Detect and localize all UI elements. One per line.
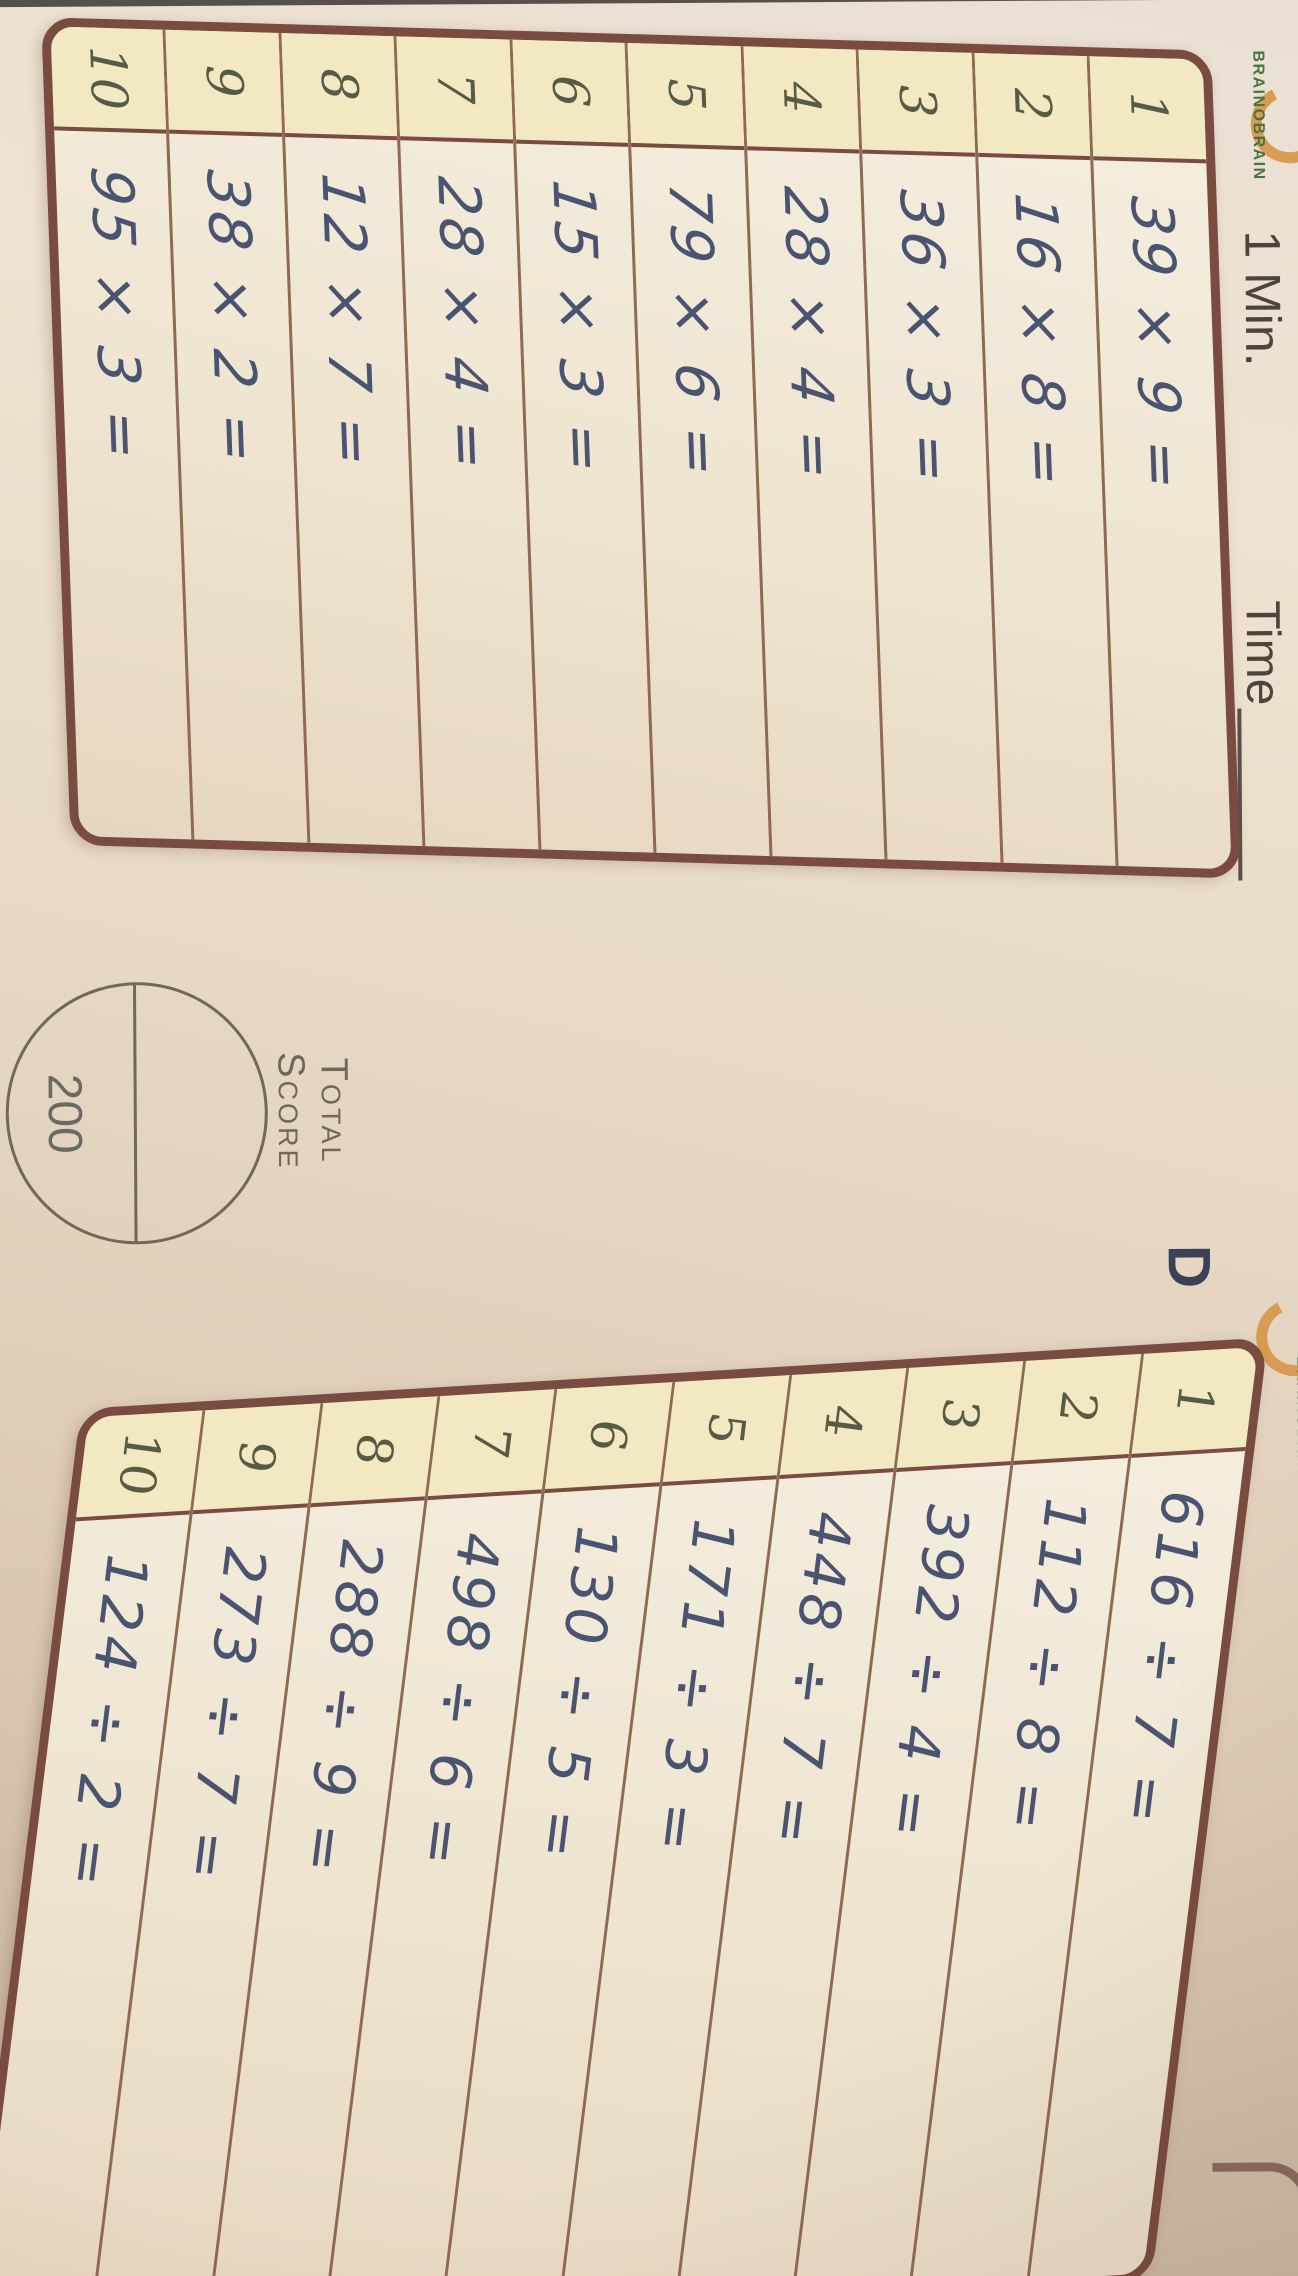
row-number: 10 — [75, 1410, 203, 1522]
score-divider-line — [132, 984, 138, 1243]
multiplication-rows: 1 39 × 9 = 2 16 × 8 = 3 36 × 3 = 4 28 × 4 = 5 79 … — [50, 26, 1232, 870]
row-number: 1 — [1130, 1346, 1259, 1458]
time-field: Time — [1235, 600, 1292, 881]
row-number: 2 — [1013, 1353, 1141, 1465]
row-number: 1 — [1090, 56, 1207, 164]
division-rows: 1 616 ÷ 7 = 2 112 ÷ 8 = 3 392 ÷ 4 = 4 448 ÷ 7 =… — [0, 1346, 1259, 2276]
row-problem: 39 × 9 = — [1117, 193, 1197, 498]
brand-text-2: BRAINOBRAIN — [1293, 1356, 1298, 1487]
adjacent-box-corner — [1212, 2162, 1298, 2276]
time-label: Time — [1235, 600, 1290, 706]
total-score-label-line2: Score — [269, 1052, 313, 1171]
row-number: 8 — [281, 33, 398, 141]
row-number: 8 — [310, 1396, 438, 1508]
duration-label: 1 Min. — [1234, 230, 1292, 367]
row-number: 6 — [544, 1382, 672, 1494]
row-number: 9 — [192, 1403, 321, 1515]
row-number: 3 — [859, 49, 976, 157]
row-number: 3 — [896, 1361, 1024, 1472]
row-number: 4 — [779, 1368, 907, 1480]
row-number: 9 — [165, 29, 283, 137]
row-number: 7 — [427, 1389, 555, 1501]
brand-text: BRAINOBRAIN — [1249, 50, 1268, 181]
section-label-d: D — [1155, 1244, 1223, 1289]
row-number: 10 — [50, 26, 167, 134]
total-score-label: Total Score — [269, 1006, 355, 1217]
multiplication-table: 1 39 × 9 = 2 16 × 8 = 3 36 × 3 = 4 28 × 4 = 5 79 … — [41, 17, 1241, 879]
total-score-circle: 200 — [4, 981, 269, 1246]
row-number: 2 — [974, 52, 1091, 161]
score-max-value: 200 — [37, 1073, 92, 1154]
division-table: 1 616 ÷ 7 = 2 112 ÷ 8 = 3 392 ÷ 4 = 4 448 ÷ 7 =… — [0, 1337, 1269, 2276]
row-number: 4 — [743, 46, 860, 154]
row-number: 5 — [661, 1375, 790, 1487]
row-number: 5 — [628, 42, 745, 151]
row-number: 7 — [396, 36, 514, 144]
row-number: 6 — [512, 39, 629, 147]
total-score-label-line1: Total — [312, 1057, 356, 1165]
